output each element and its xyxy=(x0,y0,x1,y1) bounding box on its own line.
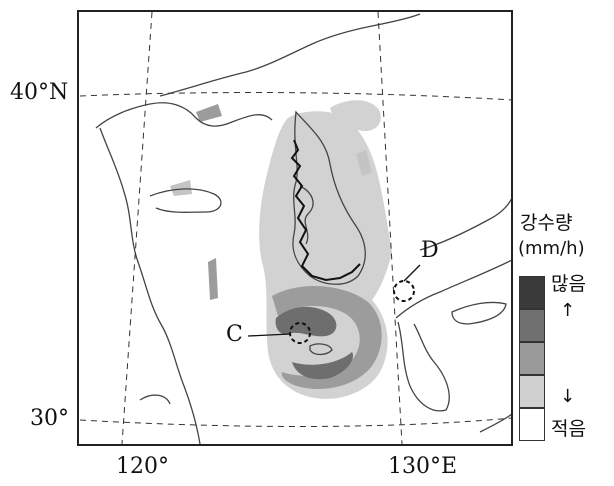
lon-label-120: 120° xyxy=(116,454,169,479)
legend-swatch-3 xyxy=(519,342,545,375)
legend-up-arrow: ↑ xyxy=(560,300,576,321)
rain-patch-east xyxy=(356,150,372,176)
legend-swatch-5 xyxy=(519,408,545,441)
graticule xyxy=(79,12,511,444)
legend-top-label: 많음 xyxy=(551,273,586,295)
korea-coast-detail xyxy=(290,139,361,282)
rain-area-medium xyxy=(272,285,382,390)
point-c-leader xyxy=(247,333,291,337)
rain-area-light-2 xyxy=(330,100,381,132)
legend-swatch-1 xyxy=(519,276,545,309)
point-d-label: D xyxy=(421,238,439,263)
rain-patch-west-2 xyxy=(170,180,192,196)
rain-patch-west xyxy=(208,258,218,300)
point-d-leader xyxy=(403,264,421,282)
point-c-marker xyxy=(289,322,311,344)
rain-patch-north xyxy=(196,104,222,122)
point-d-marker xyxy=(393,280,415,302)
lat-label-30: 30° xyxy=(30,406,69,431)
lon-label-130e: 130°E xyxy=(388,454,458,479)
legend-title: 강수량 xyxy=(520,212,573,234)
legend-down-arrow: ↓ xyxy=(560,386,576,407)
legend-swatch-2 xyxy=(519,309,545,342)
point-c-label: C xyxy=(226,322,243,347)
legend-swatch-4 xyxy=(519,375,545,408)
lat-label-40n: 40°N xyxy=(10,80,69,105)
legend-bottom-label: 적음 xyxy=(551,418,586,440)
coastlines xyxy=(95,13,511,444)
rain-area-heavy-2 xyxy=(292,352,354,380)
legend-unit: (mm/h) xyxy=(518,238,585,259)
